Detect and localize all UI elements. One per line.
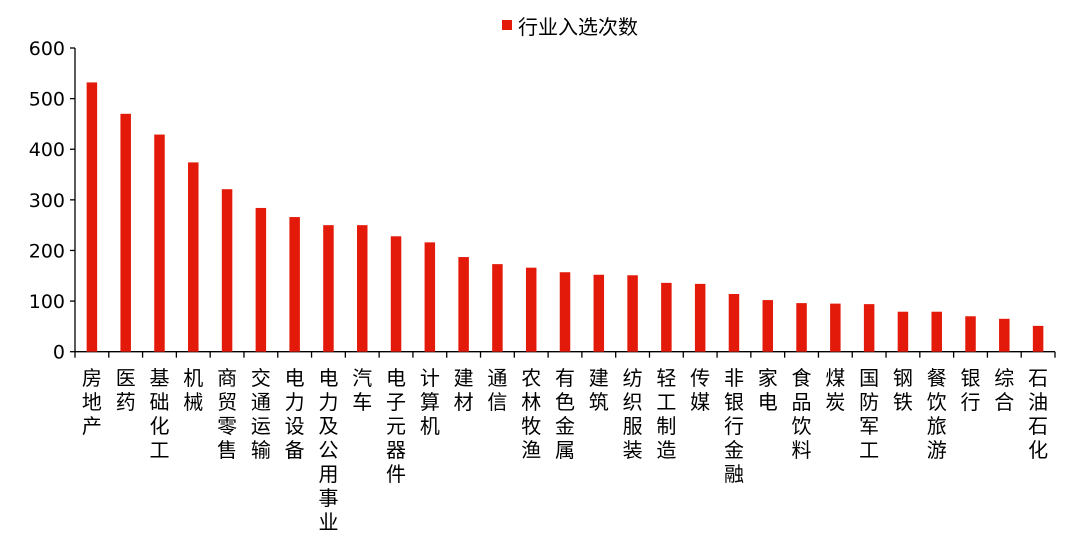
- x-tick-label: 银行: [961, 366, 981, 414]
- bar: [188, 162, 199, 352]
- bar: [289, 217, 300, 352]
- x-tick-label: 医药: [116, 366, 136, 414]
- x-tick-label: 房地产: [82, 366, 102, 438]
- bar: [593, 274, 605, 352]
- x-tick-label: 石油石化: [1028, 366, 1048, 462]
- y-tick-label: 200: [29, 240, 65, 262]
- bar: [1032, 325, 1044, 352]
- bar: [559, 272, 571, 352]
- bar: [492, 264, 503, 352]
- bar: [255, 207, 267, 352]
- bar: [323, 225, 334, 352]
- x-tick-label: 基础化工: [149, 366, 169, 462]
- x-tick-label: 汽车: [352, 366, 372, 414]
- bar: [424, 242, 436, 352]
- legend-swatch: [502, 20, 512, 30]
- x-tick-label: 电子元器件: [386, 366, 406, 486]
- x-tick-label: 综合: [994, 366, 1014, 414]
- x-tick-label: 商贸零售: [217, 366, 237, 462]
- bar: [458, 257, 469, 352]
- x-tick-label: 机械: [183, 366, 203, 414]
- bar: [525, 267, 537, 352]
- x-tick-label: 有色金属: [555, 366, 575, 462]
- y-tick-label: 300: [29, 190, 65, 212]
- bar: [120, 113, 131, 352]
- bar: [356, 225, 368, 352]
- x-tick-label: 通信: [487, 366, 507, 414]
- bar: [661, 282, 672, 352]
- x-tick-label: 传媒: [690, 366, 710, 414]
- x-tick-label: 农林牧渔: [521, 366, 541, 462]
- y-tick-label: 500: [29, 89, 65, 111]
- y-tick-label: 400: [29, 139, 65, 161]
- x-tick-label: 钢铁: [893, 366, 913, 414]
- bar: [390, 236, 402, 352]
- bar: [965, 316, 976, 352]
- x-tick-label: 餐饮旅游: [927, 366, 947, 462]
- bar: [931, 311, 942, 352]
- x-tick-label: 食品饮料: [792, 366, 812, 462]
- bar: [154, 134, 165, 352]
- bar: [762, 300, 774, 352]
- bar: [728, 293, 740, 352]
- x-tick-label: 国防军工: [859, 366, 879, 462]
- bar: [897, 311, 909, 352]
- x-tick-label: 建材: [454, 366, 474, 414]
- x-tick-label: 非银行金融: [724, 366, 744, 486]
- y-tick-label: 0: [53, 342, 65, 364]
- x-tick-label: 家电: [758, 366, 778, 414]
- bar: [221, 189, 233, 352]
- x-tick-label: 煤炭: [825, 366, 845, 414]
- x-tick-label: 纺织服装: [623, 366, 643, 462]
- x-tick-label: 电力设备: [285, 366, 305, 462]
- bar: [999, 318, 1010, 352]
- bar: [627, 275, 638, 352]
- bar: [694, 283, 706, 352]
- legend: 行业入选次数: [502, 15, 638, 39]
- x-tick-label: 电力及公用事业: [318, 366, 338, 534]
- x-tick-label: 轻工制造: [656, 366, 676, 462]
- x-tick-label: 交通运输: [251, 366, 271, 462]
- y-tick-label: 100: [29, 291, 65, 313]
- bar: [863, 304, 875, 352]
- x-tick-label: 建筑: [589, 366, 609, 414]
- x-tick-label: 计算机: [420, 366, 440, 438]
- bar: [796, 303, 807, 352]
- bar: [86, 82, 98, 352]
- legend-label: 行业入选次数: [518, 15, 638, 39]
- y-tick-label: 600: [29, 38, 65, 60]
- bar: [830, 303, 841, 352]
